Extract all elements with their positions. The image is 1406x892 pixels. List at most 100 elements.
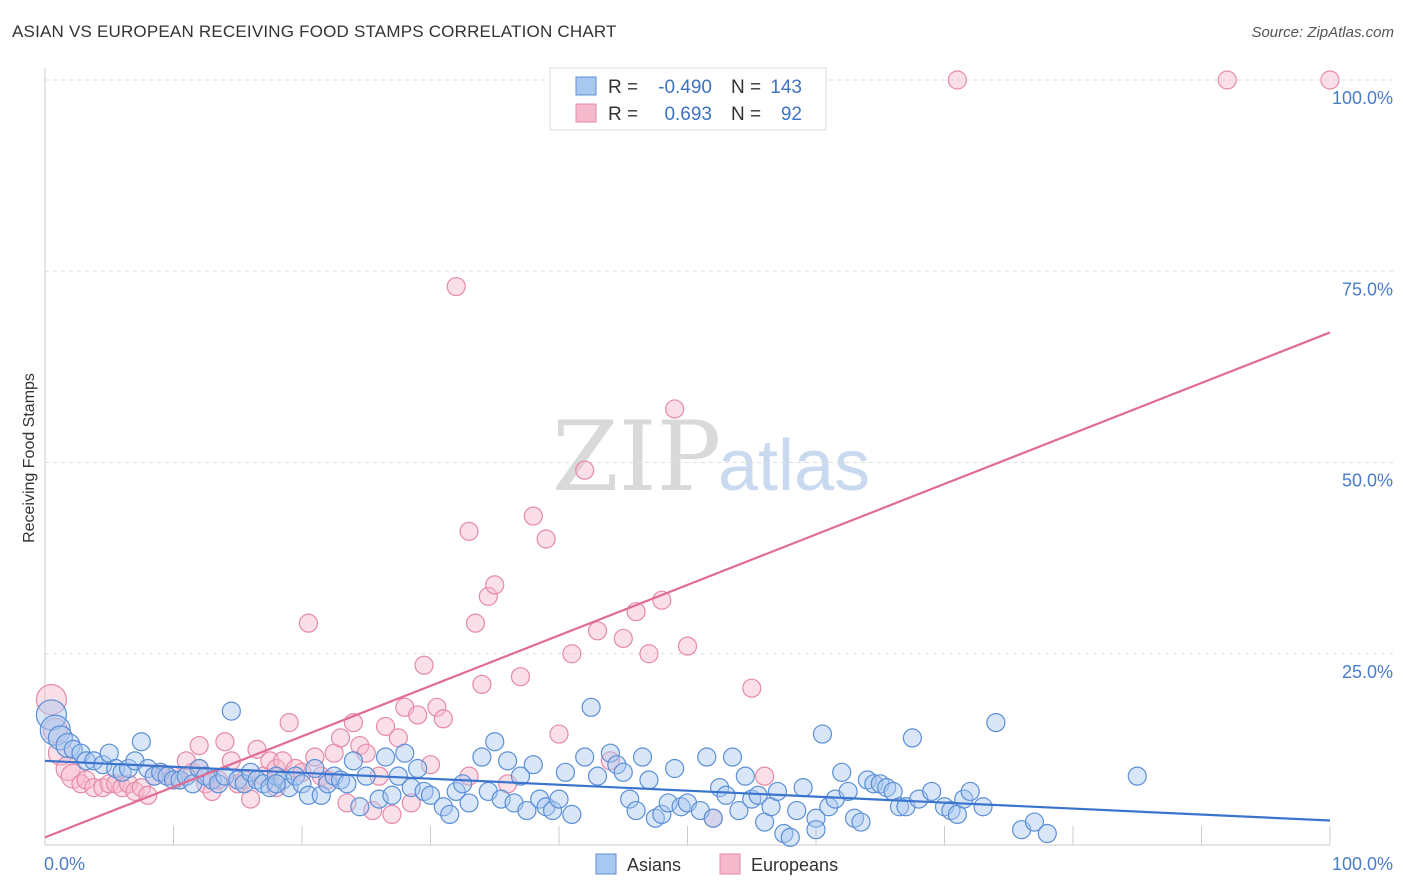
europeans-point-79: [639, 644, 659, 664]
europeans-point-75: [587, 621, 608, 641]
bottom-legend-asians: Asians: [627, 855, 681, 875]
europeans-point-84: [742, 678, 762, 698]
asians-point-90: [652, 804, 672, 825]
europeans-point-70: [523, 506, 543, 526]
asians-point-138: [1024, 812, 1045, 832]
asians-point-141: [806, 820, 826, 840]
asians-point-83: [607, 755, 627, 775]
asians-point-76: [549, 789, 569, 809]
europeans-point-57: [408, 705, 428, 725]
asians-point-119: [851, 812, 871, 832]
asians-point-107: [767, 781, 788, 802]
asians-point-84: [613, 762, 633, 782]
europeans-point-67: [485, 575, 505, 595]
legend-r-label-asians: R =: [608, 77, 638, 98]
legend-n-value-europeans: 92: [781, 104, 802, 125]
asians-point-100: [722, 747, 743, 767]
asians-point-121: [864, 774, 884, 794]
asians-point-78: [562, 804, 582, 825]
asians-point-87: [632, 747, 653, 767]
asians-point-47: [343, 751, 363, 771]
x-tick-label-100: 100.0%: [1332, 854, 1393, 874]
asians-point-41: [305, 758, 325, 779]
asians-point-28: [221, 701, 241, 721]
legend-r-value-asians: -0.490: [658, 77, 712, 98]
asians-point-111: [793, 778, 813, 798]
x-axis: [44, 68, 1331, 846]
europeans-point-6: [76, 770, 96, 790]
watermark: ZIP atlas: [552, 401, 870, 513]
asians-point-30: [234, 774, 254, 794]
watermark-zip: ZIP: [552, 401, 721, 513]
asians-point-14: [131, 732, 151, 752]
asians-point-64: [472, 747, 492, 767]
asians-point-127: [902, 728, 922, 748]
asians-point-135: [973, 797, 993, 817]
europeans-point-53: [382, 804, 402, 825]
asians-point-81: [587, 766, 608, 786]
europeans-point-72: [549, 724, 569, 744]
europeans-point-87: [1217, 70, 1237, 90]
europeans-point-71: [536, 529, 556, 549]
asians-point-85: [620, 789, 640, 809]
asians-point-82: [600, 743, 621, 763]
europeans-point-66: [478, 586, 498, 606]
asians-point-80: [581, 697, 601, 717]
asians-point-71: [517, 800, 537, 821]
trend-lines: [44, 331, 1331, 839]
europeans-point-74: [575, 460, 595, 480]
europeans-point-61: [433, 709, 453, 729]
legend-swatch-asians: [575, 76, 597, 96]
asians-points: [35, 697, 1147, 847]
europeans-point-12: [118, 774, 139, 794]
asians-point-73: [530, 789, 550, 809]
asians-point-109: [780, 827, 800, 847]
asians-point-72: [523, 755, 543, 775]
asians-point-66: [485, 732, 505, 752]
asians-point-112: [806, 808, 826, 828]
europeans-point-62: [446, 276, 466, 297]
asians-point-134: [960, 781, 980, 802]
asians-point-70: [510, 766, 531, 786]
legend-n-label-europeans: N =: [731, 104, 761, 125]
asians-point-129: [922, 781, 942, 802]
asians-point-102: [735, 766, 755, 786]
europeans-point-56: [401, 793, 421, 813]
asians-point-42: [311, 785, 331, 805]
europeans-point-50: [363, 800, 383, 821]
asians-point-59: [433, 797, 453, 817]
asians-trend-line: [44, 759, 1331, 822]
asians-point-75: [542, 800, 563, 821]
chart-title: ASIAN VS EUROPEAN RECEIVING FOOD STAMPS …: [12, 22, 617, 41]
asians-point-88: [639, 770, 659, 790]
y-tick-label-2: 75.0%: [1342, 279, 1393, 299]
asians-point-117: [838, 781, 858, 802]
europeans-point-41: [305, 747, 325, 767]
asians-point-39: [292, 774, 312, 794]
asians-point-56: [408, 758, 428, 779]
europeans-point-81: [665, 399, 685, 419]
asians-point-54: [395, 743, 415, 763]
bottom-legend-europeans: Europeans: [751, 855, 838, 875]
legend: R = -0.490 N = 143 R = 0.693 N = 92: [549, 67, 827, 131]
asians-point-91: [658, 793, 678, 813]
asians-point-116: [832, 762, 852, 782]
legend-swatch-europeans: [575, 103, 597, 123]
legend-r-value-europeans: 0.693: [664, 104, 712, 125]
asians-point-60: [440, 804, 460, 825]
asians-point-142: [266, 774, 286, 794]
asians-point-113: [812, 724, 833, 744]
asians-point-62: [453, 774, 473, 794]
bottom-legend: Asians Europeans: [595, 853, 838, 875]
asians-point-26: [208, 774, 229, 794]
asians-point-63: [459, 793, 479, 813]
europeans-point-64: [465, 613, 486, 633]
europeans-point-82: [677, 636, 698, 656]
watermark-atlas: atlas: [718, 426, 870, 506]
asians-point-97: [703, 808, 723, 828]
asians-point-99: [716, 785, 736, 805]
europeans-point-35: [266, 758, 286, 779]
grid: [45, 79, 1395, 655]
europeans-point-63: [459, 521, 479, 541]
europeans-point-58: [414, 655, 434, 675]
